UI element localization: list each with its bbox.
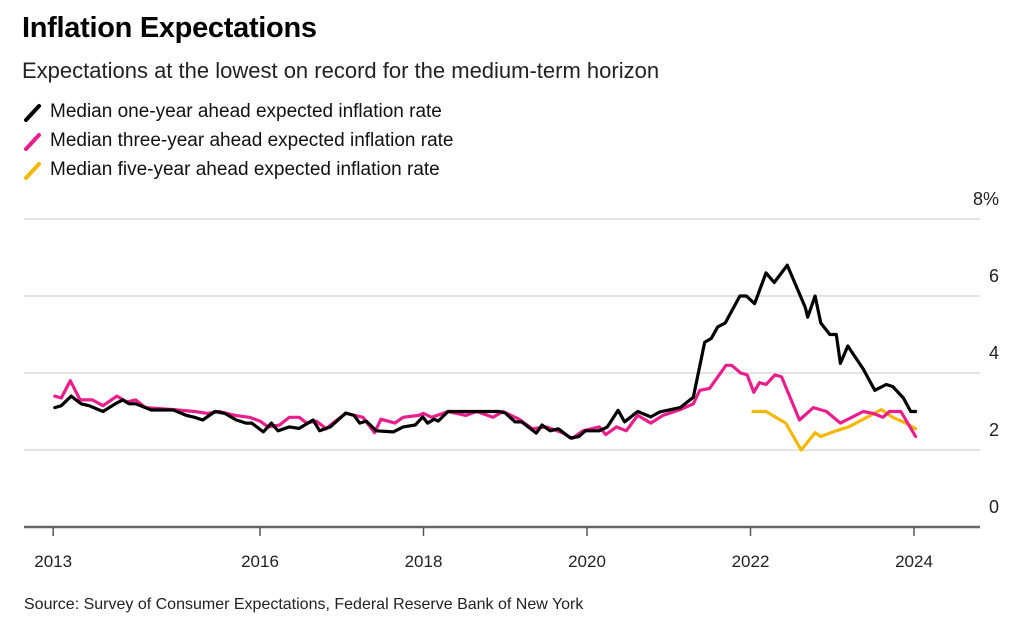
legend-item-one-year: Median one-year ahead expected inflation… (22, 97, 453, 126)
legend-label: Median five-year ahead expected inflatio… (50, 158, 440, 180)
x-tick-label: 2020 (568, 552, 606, 571)
x-tick-label: 2022 (732, 552, 770, 571)
y-tick-label: 4 (989, 343, 999, 363)
y-tick-label: 8% (973, 189, 999, 209)
series-line-one-year (53, 263, 918, 440)
y-tick-label: 2 (989, 420, 999, 440)
series-line-five-year (751, 408, 918, 452)
chart-title: Inflation Expectations (22, 12, 317, 44)
chart-subtitle: Expectations at the lowest on record for… (22, 58, 660, 83)
legend-swatch-three-year (24, 132, 41, 151)
y-tick-label: 0 (989, 497, 999, 517)
legend-item-five-year: Median five-year ahead expected inflatio… (22, 155, 453, 184)
x-tick-label: 2024 (895, 552, 933, 571)
legend-label: Median one-year ahead expected inflation… (50, 100, 442, 122)
legend: Median one-year ahead expected inflation… (22, 97, 453, 184)
y-tick-label: 6 (989, 266, 999, 286)
legend-item-three-year: Median three-year ahead expected inflati… (22, 126, 453, 155)
x-tick-label: 2016 (241, 552, 279, 571)
source-note: Source: Survey of Consumer Expectations,… (24, 596, 584, 613)
x-tick-label: 2013 (34, 552, 72, 571)
legend-swatch-five-year (24, 161, 41, 180)
x-tick-label: 2018 (405, 552, 443, 571)
legend-swatch-one-year (24, 103, 41, 122)
legend-label: Median three-year ahead expected inflati… (50, 129, 454, 151)
